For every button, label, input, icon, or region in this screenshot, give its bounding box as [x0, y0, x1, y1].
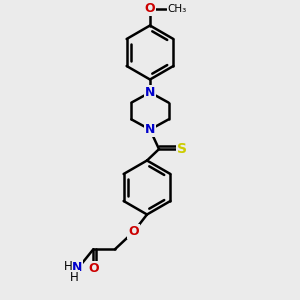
Text: N: N: [145, 86, 155, 99]
Text: O: O: [128, 225, 139, 239]
Text: H: H: [63, 260, 72, 273]
Text: H: H: [70, 271, 79, 284]
Text: O: O: [88, 262, 99, 275]
Text: S: S: [177, 142, 187, 156]
Text: N: N: [145, 123, 155, 136]
Text: O: O: [145, 2, 155, 16]
Text: CH₃: CH₃: [167, 4, 186, 14]
Text: N: N: [72, 261, 82, 274]
